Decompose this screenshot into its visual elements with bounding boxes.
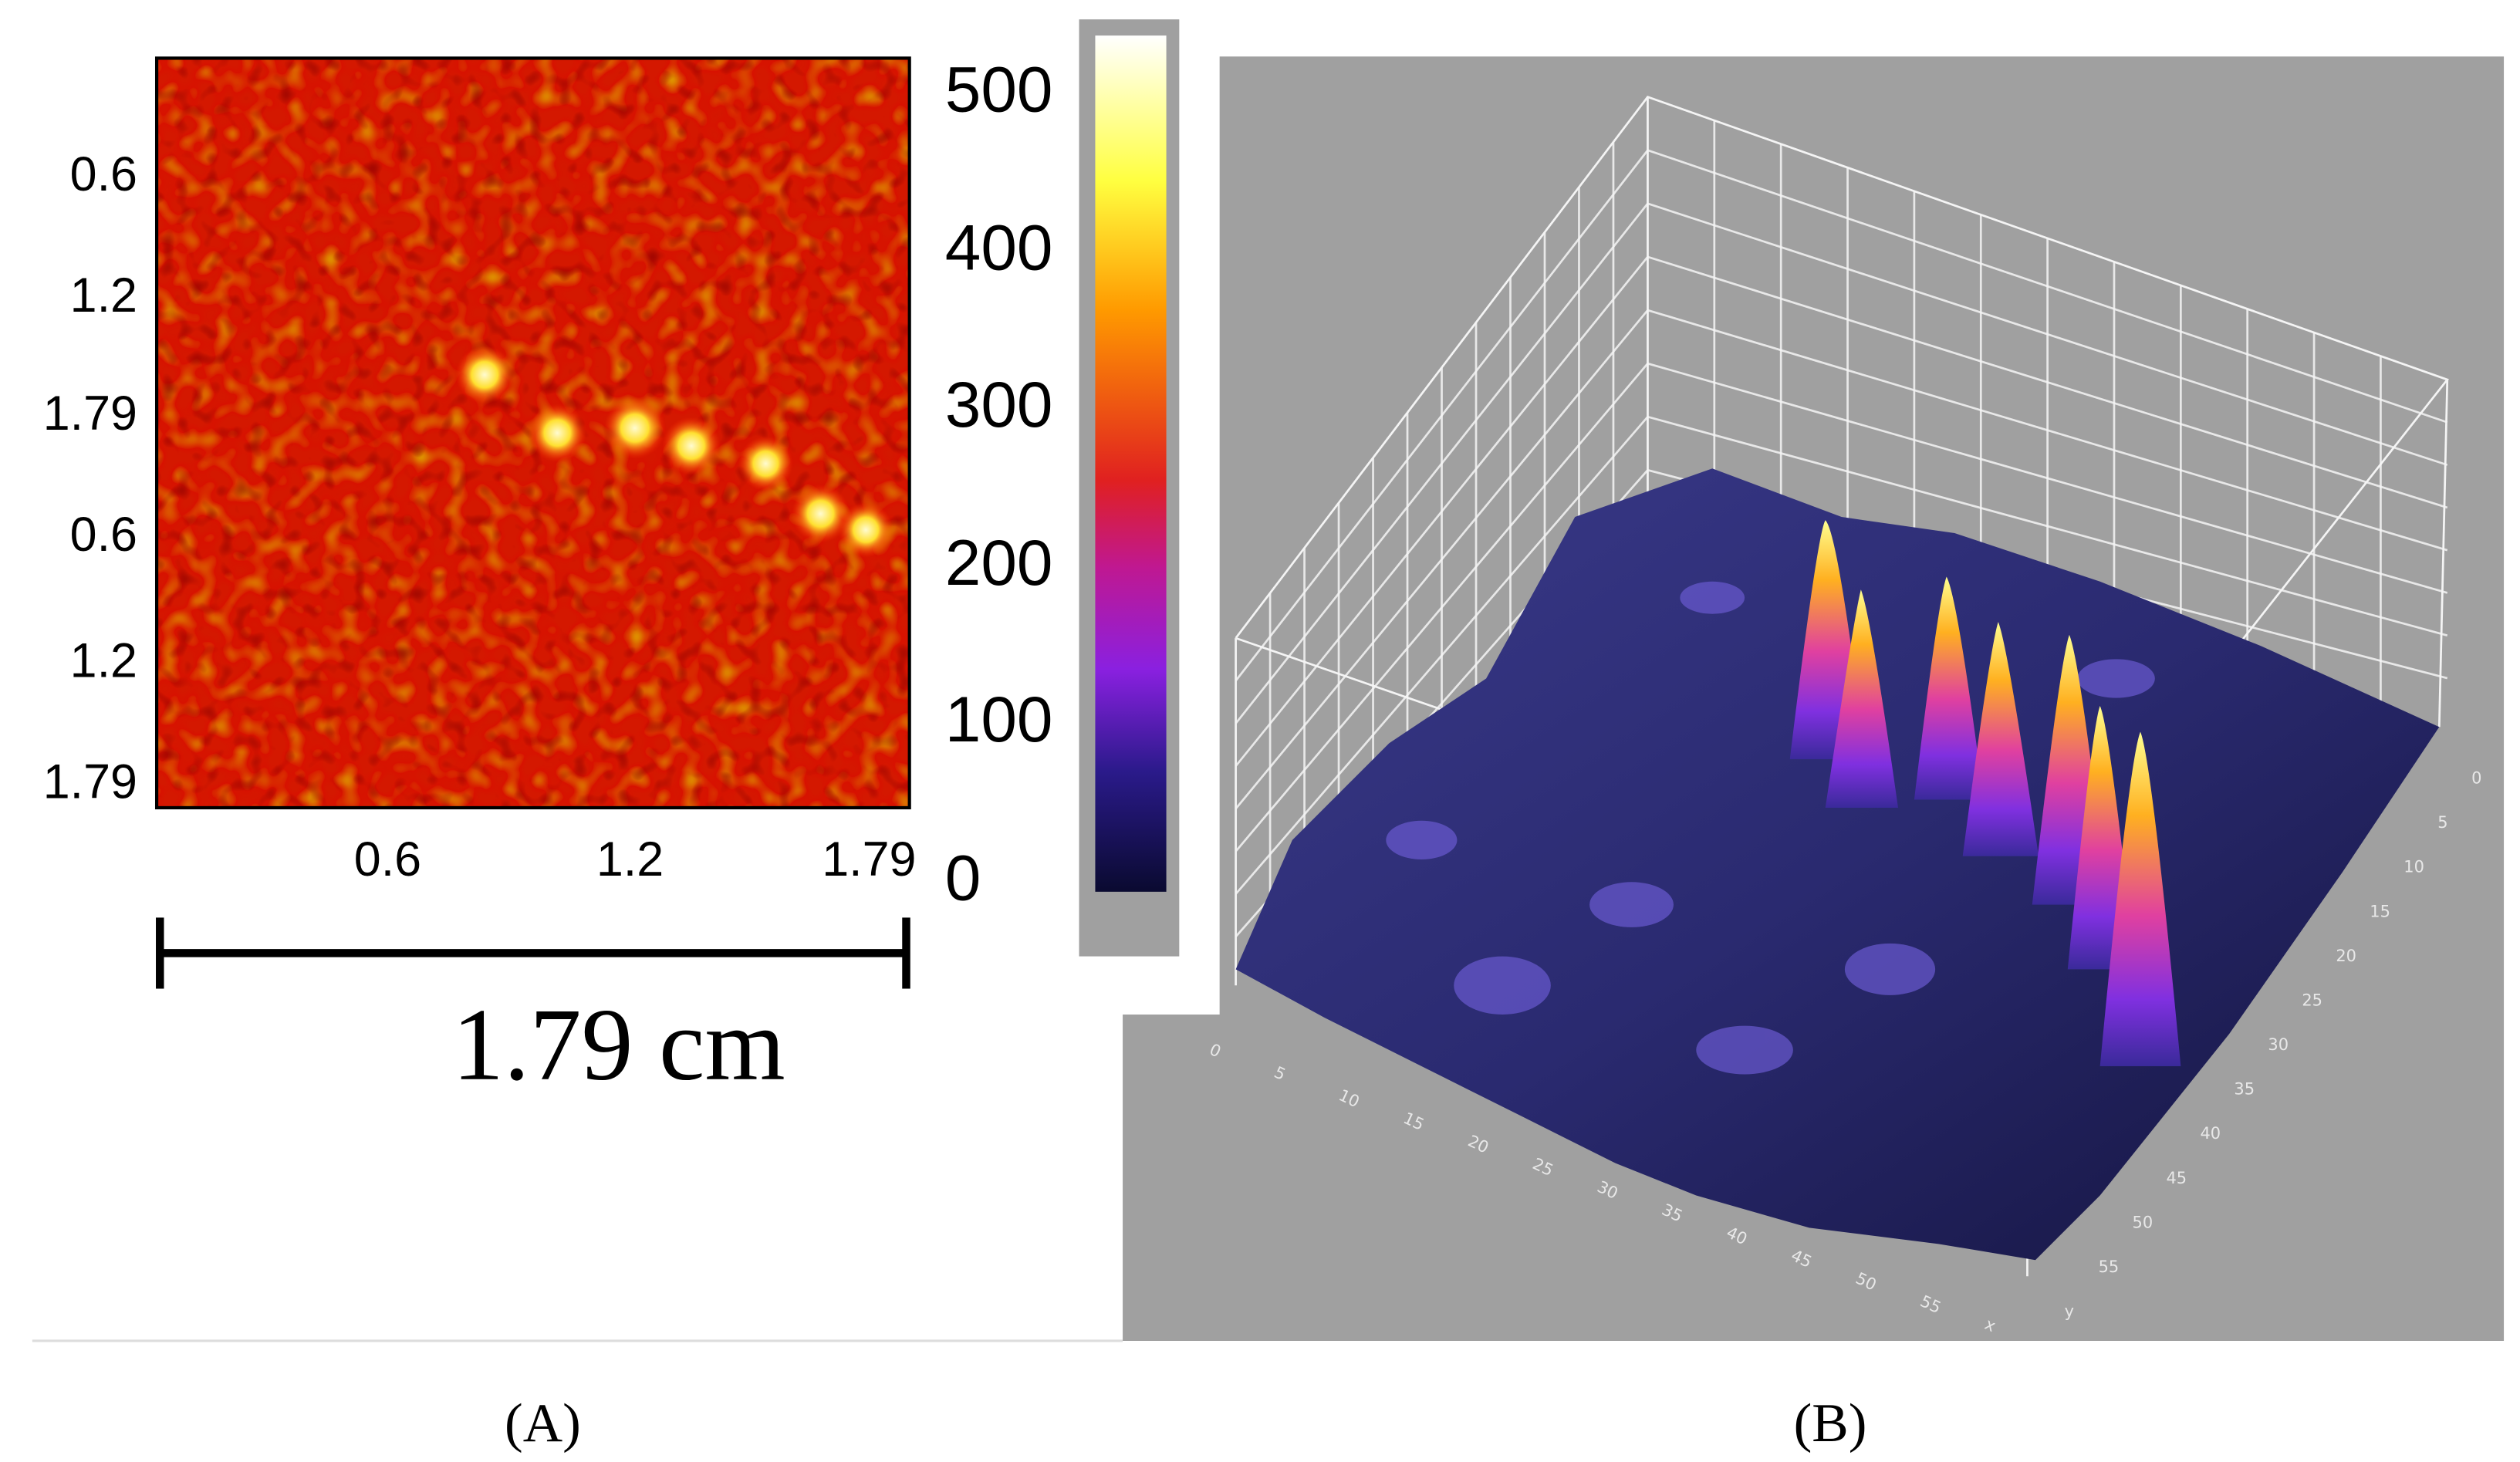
y-tick-label-3d: y [2065,1302,2074,1321]
y-tick-label: 1.2 [70,268,137,322]
y-tick-label-3d: 25 [2302,991,2322,1009]
y-tick-label-3d: 20 [2336,947,2356,965]
panel-label: (A) [505,1393,581,1454]
y-tick-label: 0.6 [70,508,137,562]
bright-spots [455,346,893,558]
y-tick-label: 1.79 [43,755,137,809]
y-tick-label-3d: 30 [2268,1035,2289,1054]
y-tick-label-3d: 45 [2167,1169,2187,1187]
wire [1235,202,2448,724]
panel-label: (B) [1794,1393,1867,1454]
colorbar [1079,19,1180,957]
y-tick-label-3d: 5 [2437,813,2447,832]
wire [1235,362,2448,853]
colorbar-tick-label: 500 [945,52,1053,125]
y-tick-label-3d: 0 [2471,769,2481,788]
x-tick-label: 1.2 [596,832,664,886]
x-tick-label: 0.6 [354,832,421,886]
colorbar-tick-label: 100 [945,683,1053,755]
scale-bar [156,917,910,989]
y-tick-label: 1.79 [43,387,137,441]
y-tick-label: 0.6 [70,147,137,201]
y-tick-label-3d: 50 [2133,1213,2153,1231]
y-tick-labels: 0.6 1.2 1.79 0.6 1.2 1.79 [43,147,137,809]
y-tick-labels-3d: 0 5 10 15 20 25 30 35 40 45 50 55 y [2065,769,2482,1321]
y-tick-label-3d: 40 [2200,1124,2221,1143]
wire [1235,149,2448,682]
scale-bar-label: 1.79 cm [452,988,785,1102]
wire [1235,309,2448,810]
colorbar-tick-labels: 500 400 300 200 100 0 [945,52,1053,913]
x-tick-labels: 0.6 1.2 1.79 [354,832,917,886]
y-tick-label-3d: 10 [2403,858,2424,876]
colorbar-tick-label: 200 [945,526,1053,599]
x-tick-label: 1.79 [822,832,916,886]
y-tick-label-3d: 55 [2099,1258,2120,1276]
y-tick-label-3d: 15 [2370,902,2390,920]
y-tick-label-3d: 35 [2234,1080,2255,1099]
wire [1235,415,2448,895]
surface [1235,468,2440,1261]
peaks [1789,520,2181,1066]
wireframe-box [1235,96,2450,1277]
y-tick-label: 1.2 [70,633,137,687]
colorbar-tick-label: 0 [945,841,981,913]
colorbar-tick-label: 400 [945,211,1053,284]
heatmap [154,56,911,810]
colorbar-tick-label: 300 [945,368,1053,441]
wire [1235,255,2448,767]
